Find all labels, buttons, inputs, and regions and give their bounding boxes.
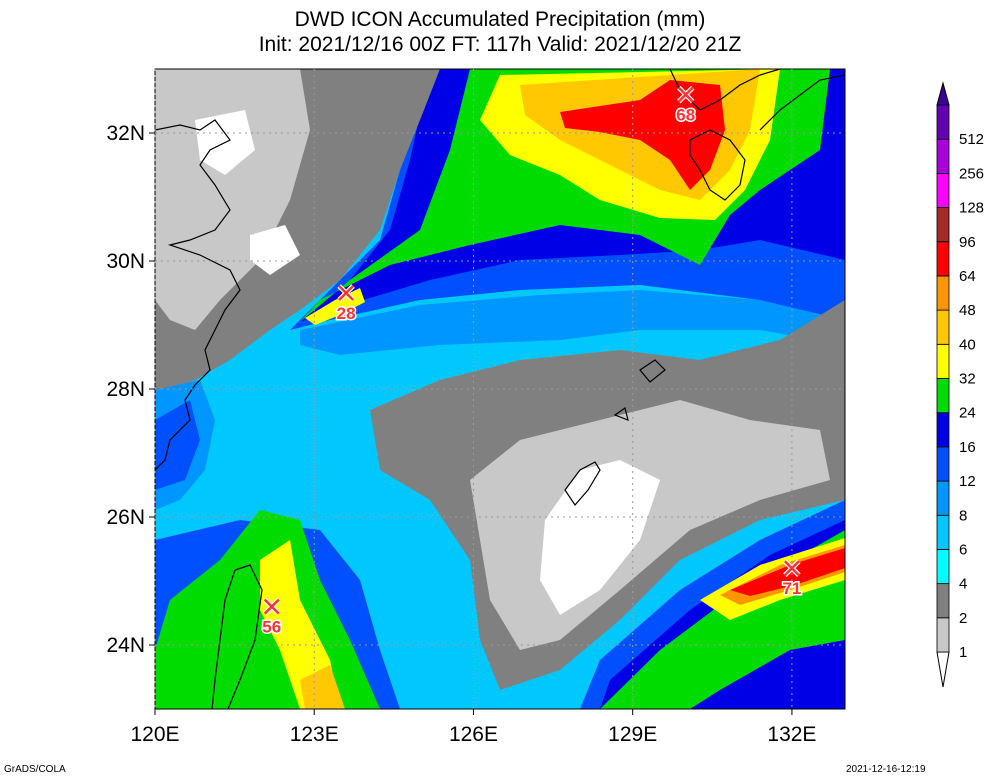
colorbar-label: 96 — [959, 234, 976, 251]
colorbar-segment — [936, 241, 950, 277]
coastline-china — [155, 119, 241, 471]
rain-area-southwest-gold — [300, 665, 345, 709]
colorbar-segment — [936, 138, 950, 174]
colorbar-segment — [936, 172, 950, 208]
colorbar-label: 64 — [959, 268, 976, 285]
rain-area-southwest-yellow — [260, 540, 340, 709]
tick-label-lon: 123E — [290, 723, 339, 746]
marker-cross — [677, 86, 694, 103]
colorbar-label: 40 — [959, 336, 976, 353]
colorbar-segment — [936, 446, 950, 482]
coastline-island-1 — [639, 359, 666, 383]
rain-band-northeast-red — [560, 80, 725, 190]
colorbar-segment — [936, 583, 950, 619]
colorbar-label: 128 — [959, 200, 984, 217]
marker-value-label: 28 — [337, 304, 356, 323]
marker-value-label: 71 — [782, 579, 801, 598]
coastline-taiwan — [211, 564, 263, 709]
precipitation-field — [155, 69, 845, 709]
colorbar-label: 4 — [959, 576, 967, 593]
coastal-navy-strip — [155, 400, 200, 490]
colorbar-label: 48 — [959, 302, 976, 319]
tick-label-lat: 30N — [106, 250, 145, 273]
colorbar-bottom-arrow — [936, 651, 950, 688]
colorbar-segment — [936, 514, 950, 550]
map-subtitle: Init: 2021/12/16 00Z FT: 117h Valid: 202… — [258, 33, 742, 56]
tick-label-lon: 126E — [449, 723, 498, 746]
maximum-marker: 68 — [675, 85, 697, 126]
maximum-marker: 56 — [261, 597, 283, 638]
maximum-marker: 71 — [781, 559, 803, 600]
colorbar-segment — [936, 617, 950, 653]
marker-cross — [784, 560, 800, 577]
colorbar-label: 1 — [959, 644, 967, 661]
tick-label-lat: 26N — [106, 506, 145, 529]
coastline-kyushu — [689, 129, 746, 201]
dry-area-southeast-white — [540, 460, 660, 615]
footer-timestamp: 2021-12-16-12:19 — [846, 764, 926, 775]
colorbar-segment — [936, 378, 950, 414]
dry-area-northwest-white-2 — [250, 225, 300, 275]
dry-area-northwest-lightgray — [155, 69, 310, 330]
colorbar-label: 6 — [959, 541, 967, 558]
colorbar-label: 16 — [959, 439, 976, 456]
colorbar-label: 12 — [959, 473, 976, 490]
marker-value-label: 56 — [262, 618, 281, 637]
coastline-island-2 — [613, 407, 629, 421]
tick-label-lat: 24N — [106, 634, 145, 657]
colorbar-segment — [936, 207, 950, 243]
colorbar-segment — [936, 480, 950, 516]
tick-label-lon: 129E — [608, 723, 657, 746]
tick-label-lat: 28N — [106, 378, 145, 401]
colorbar-segment — [936, 412, 950, 448]
coastline-japan — [759, 74, 845, 131]
marker-cross — [263, 598, 280, 615]
colorbar-segment — [936, 343, 950, 379]
marker-cross — [338, 285, 354, 301]
map-title: DWD ICON Accumulated Precipitation (mm) — [294, 8, 706, 31]
colorbar-segment — [936, 549, 950, 585]
colorbar-label: 256 — [959, 165, 984, 182]
colorbar-segment — [936, 275, 950, 311]
maximum-marker: 28 — [335, 284, 357, 325]
maxima-markers: 68 28 56 71 — [261, 85, 803, 638]
colorbar-label: 8 — [959, 507, 967, 524]
coastline-okinawa — [564, 461, 601, 506]
colorbar-label: 2 — [959, 610, 967, 627]
tick-label-lon: 120E — [130, 723, 179, 746]
marker-value-label: 68 — [676, 106, 695, 125]
colorbar-label: 512 — [959, 131, 984, 148]
colorbar-label: 24 — [959, 405, 976, 422]
tick-label-lon: 132E — [767, 723, 816, 746]
tick-label-lat: 32N — [106, 122, 145, 145]
coastlines — [155, 69, 845, 709]
footer-credit: GrADS/COLA — [4, 764, 66, 775]
colorbar-segment — [936, 309, 950, 345]
axes: 120E 123E 126E 129E 132E 24N 26N 28N 30N 32N — [106, 122, 816, 746]
colorbar-segment — [936, 104, 950, 140]
colorbar-top-arrow — [936, 81, 950, 106]
central-blue-band — [300, 290, 845, 355]
colorbar-label: 32 — [959, 371, 976, 388]
